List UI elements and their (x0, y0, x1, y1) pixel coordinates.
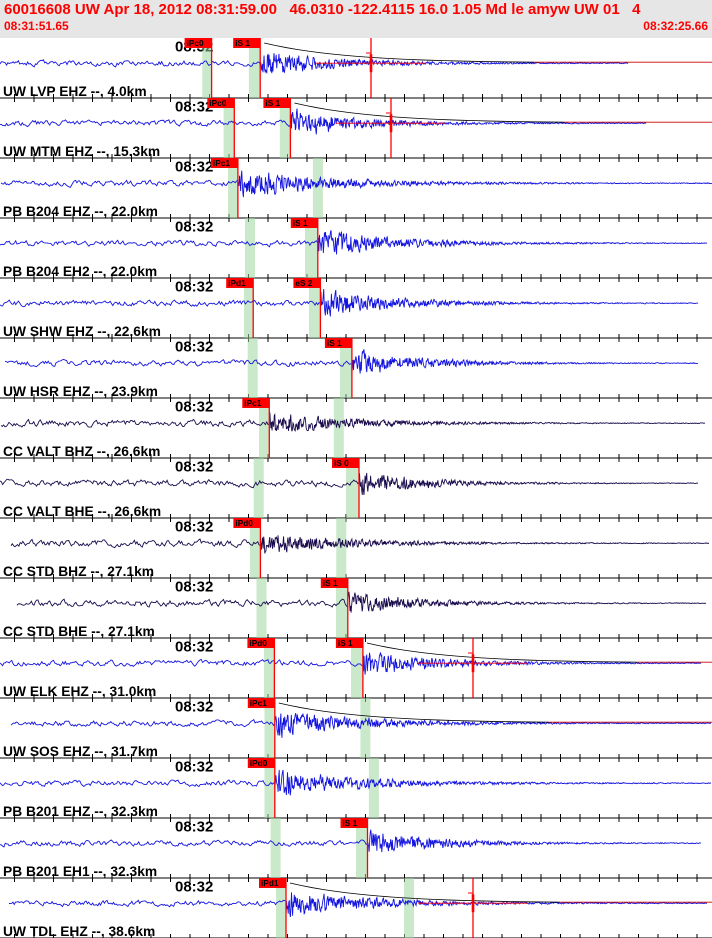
svg-text:CC STD BHZ --, 27.1km: CC STD BHZ --, 27.1km (3, 564, 154, 579)
svg-text:PB B201 EHZ --, 32.3km: PB B201 EHZ --, 32.3km (3, 804, 158, 819)
svg-text:iPd0: iPd0 (250, 758, 268, 768)
svg-text:iS 1: iS 1 (343, 818, 358, 828)
svg-text:iS 1: iS 1 (327, 338, 342, 348)
svg-text:08:32: 08:32 (175, 219, 213, 236)
svg-text:iPc1: iPc1 (213, 158, 230, 168)
svg-text:UW SOS EHZ --, 31.7km: UW SOS EHZ --, 31.7km (3, 744, 158, 759)
svg-text:CC STD BHE --, 27.1km: CC STD BHE --, 27.1km (3, 624, 155, 639)
svg-text:iPd1: iPd1 (261, 878, 279, 888)
svg-text:PB B201 EH1 --, 32.3km: PB B201 EH1 --, 32.3km (3, 864, 157, 879)
svg-text:08:32: 08:32 (175, 579, 213, 596)
svg-text:iS 1: iS 1 (235, 38, 250, 48)
svg-text:iPd1: iPd1 (228, 278, 246, 288)
svg-text:PB B204 EHZ --, 22.0km: PB B204 EHZ --, 22.0km (3, 204, 158, 219)
svg-text:UW ELK EHZ --, 31.0km: UW ELK EHZ --, 31.0km (3, 684, 156, 699)
svg-text:08:32: 08:32 (175, 159, 213, 176)
svg-text:08:32: 08:32 (175, 339, 213, 356)
svg-text:08:32: 08:32 (175, 699, 213, 716)
svg-text:iPc0: iPc0 (209, 98, 226, 108)
svg-text:08:32: 08:32 (175, 879, 213, 896)
svg-text:08:32: 08:32 (175, 399, 213, 416)
svg-text:iPd0: iPd0 (235, 518, 253, 528)
svg-text:iS 0: iS 0 (334, 458, 349, 468)
svg-text:eS 2: eS 2 (295, 278, 312, 288)
svg-text:08:32: 08:32 (175, 639, 213, 656)
svg-text:iPc0: iPc0 (187, 38, 204, 48)
svg-text:iS 1: iS 1 (338, 638, 353, 648)
svg-text:CC VALT BHE --, 26.6km: CC VALT BHE --, 26.6km (3, 504, 161, 519)
svg-text:iS 1: iS 1 (293, 218, 308, 228)
svg-text:08:32: 08:32 (175, 759, 213, 776)
svg-text:iPc1: iPc1 (250, 698, 267, 708)
svg-text:PB B204 EH2 --, 22.0km: PB B204 EH2 --, 22.0km (3, 264, 157, 279)
svg-text:08:32: 08:32 (175, 279, 213, 296)
svg-text:CC VALT BHZ --, 26.6km: CC VALT BHZ --, 26.6km (3, 444, 160, 459)
svg-text:08:32: 08:32 (175, 459, 213, 476)
svg-text:iPc1: iPc1 (244, 398, 261, 408)
svg-text:UW LVP EHZ --, 4.0km: UW LVP EHZ --, 4.0km (3, 84, 147, 99)
svg-text:UW MTM EHZ --, 15.3km: UW MTM EHZ --, 15.3km (3, 144, 160, 159)
svg-text:iS 1: iS 1 (265, 98, 280, 108)
svg-text:UW TDL EHZ --, 38.6km: UW TDL EHZ --, 38.6km (3, 924, 155, 938)
svg-text:iS 1: iS 1 (323, 578, 338, 588)
svg-text:UW SHW EHZ --, 22.6km: UW SHW EHZ --, 22.6km (3, 324, 161, 339)
svg-text:08:32: 08:32 (175, 819, 213, 836)
svg-text:UW HSR EHZ --, 23.9km: UW HSR EHZ --, 23.9km (3, 384, 158, 399)
svg-text:iPd0: iPd0 (249, 638, 267, 648)
svg-text:08:32: 08:32 (175, 519, 213, 536)
